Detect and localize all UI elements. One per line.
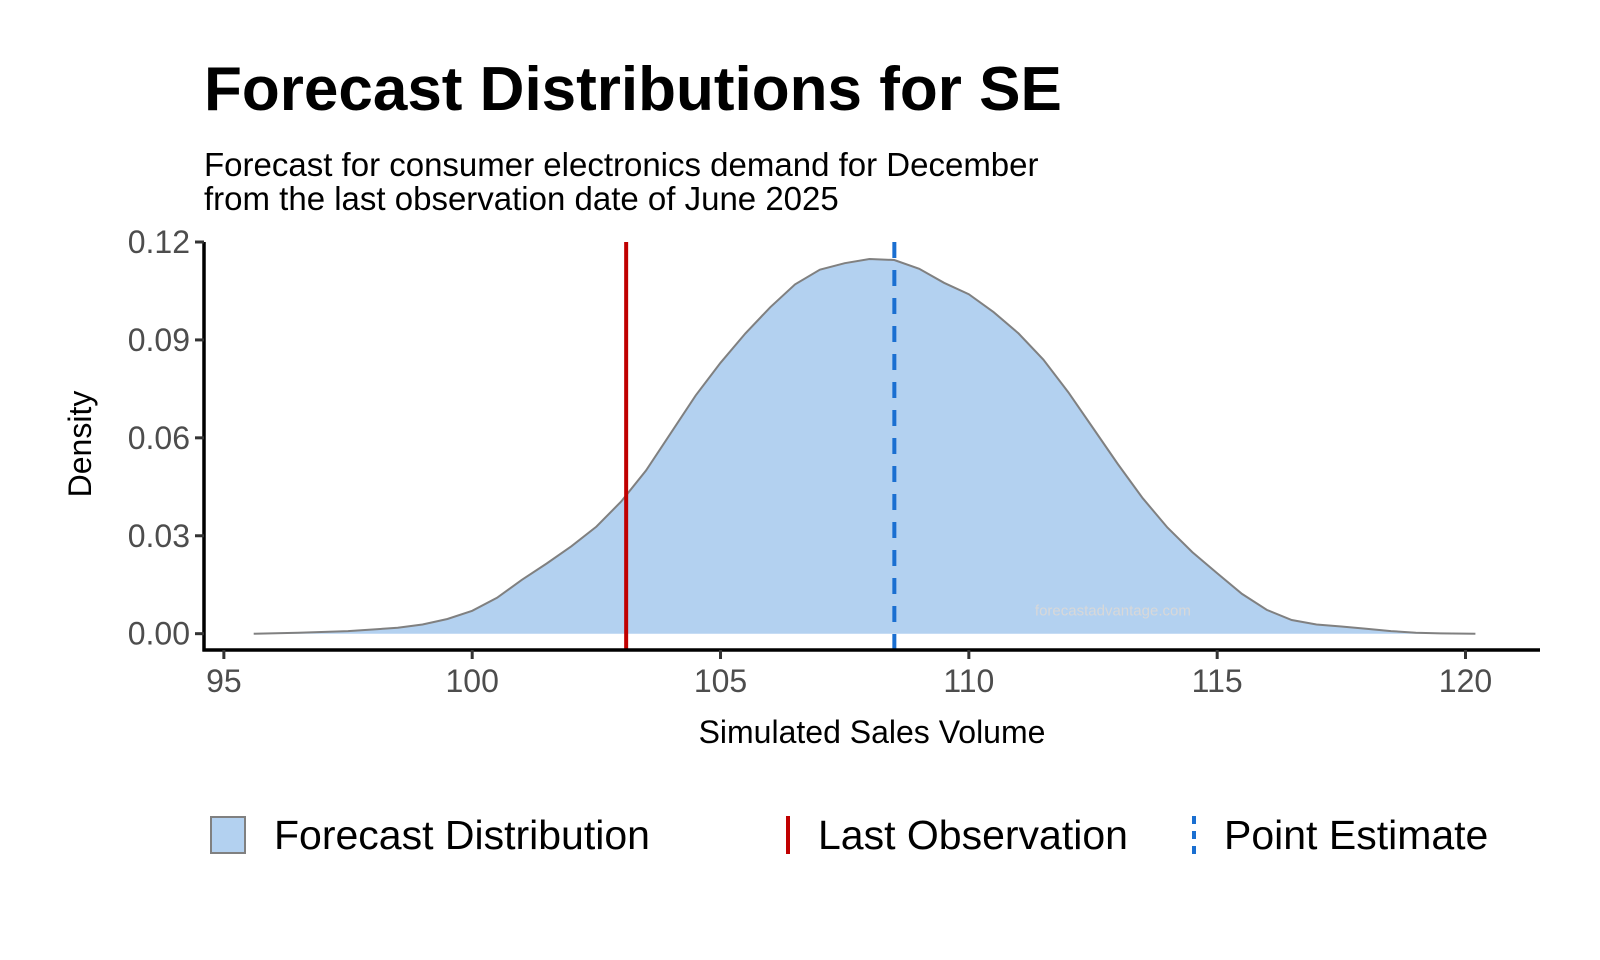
legend-item-forecast-distribution: Forecast Distribution <box>210 800 650 870</box>
chart-subtitle: Forecast for consumer electronics demand… <box>204 148 1039 216</box>
legend-item-point-estimate: Point Estimate <box>1176 800 1488 870</box>
x-tick-label: 115 <box>1192 663 1243 699</box>
x-tick-label: 120 <box>1439 663 1492 699</box>
watermark-text: forecastadvantage.com <box>1035 603 1191 620</box>
y-tick-label: 0.12 <box>128 224 190 260</box>
y-tick-label: 0.09 <box>128 322 190 358</box>
plot-area: forecastadvantage.com <box>253 242 1476 650</box>
x-tick-label: 100 <box>445 663 498 699</box>
legend-label-forecast-distribution: Forecast Distribution <box>274 811 650 858</box>
axes: 0.00 0.03 0.06 0.09 0.12 95 100 105 110 115 120 Sim… <box>62 224 1540 750</box>
legend-label-point-estimate: Point Estimate <box>1224 811 1489 858</box>
legend-swatch-forecast-distribution <box>210 816 246 854</box>
x-tick-label: 110 <box>943 663 994 699</box>
legend-swatch-last-observation <box>770 814 806 856</box>
subtitle-line-1: Forecast for consumer electronics demand… <box>204 146 1039 183</box>
density-area <box>253 259 1476 634</box>
y-axis-title: Density <box>62 391 98 498</box>
y-tick-label: 0.00 <box>128 616 190 652</box>
x-axis-title: Simulated Sales Volume <box>699 714 1046 750</box>
subtitle-line-2: from the last observation date of June 2… <box>204 180 839 217</box>
legend-item-last-observation: Last Observation <box>770 800 1128 870</box>
x-tick-label: 95 <box>206 663 242 699</box>
chart-legend: Forecast Distribution Last Observation P… <box>0 800 1600 870</box>
legend-label-last-observation: Last Observation <box>818 811 1128 858</box>
y-tick-label: 0.06 <box>128 420 190 456</box>
density-outline <box>253 257 1476 635</box>
legend-swatch-point-estimate <box>1176 814 1212 856</box>
chart-title: Forecast Distributions for SE <box>204 55 1062 124</box>
y-tick-label: 0.03 <box>128 518 190 554</box>
x-tick-label: 105 <box>694 663 747 699</box>
